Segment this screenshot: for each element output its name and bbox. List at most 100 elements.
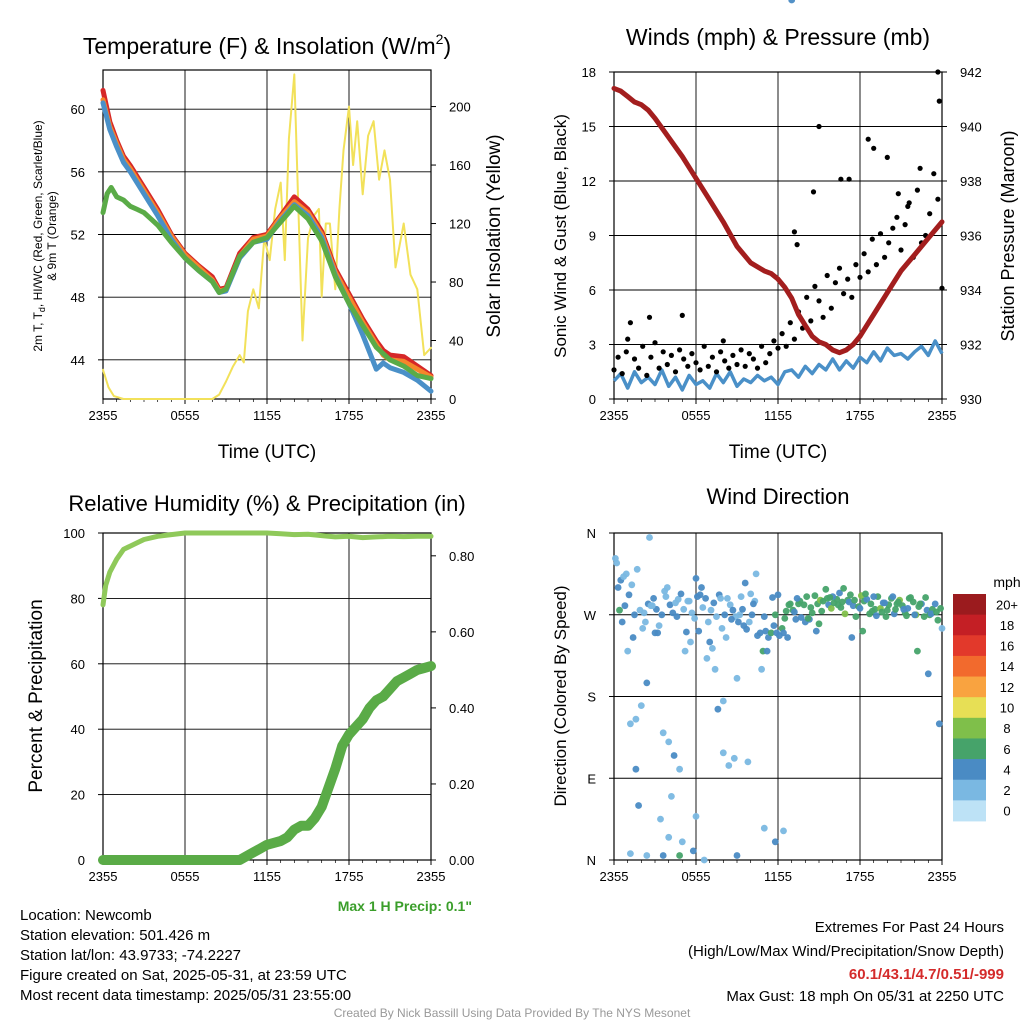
wind-direction-point [627,850,634,857]
precip-y-tick-label: 0.60 [449,625,474,640]
gust-point [882,254,888,260]
credit-text: Created By Nick Bassill Using Data Provi… [333,1006,691,1020]
wind-direction-point [640,609,648,617]
wind-direction-point [650,595,657,602]
wind-direction-point [791,608,798,616]
colorbar-label: 20+ [996,597,1018,612]
wind-direction-point [643,679,651,687]
pressure-y-tick-label: 938 [960,174,982,189]
wind-direction-y-tick-label: N [587,526,596,541]
wind-direction-point [752,570,760,578]
winds-x-tick-label: 0555 [682,408,711,423]
humidity-y-tick-label: 100 [63,526,85,541]
gust-point [841,291,847,297]
wind-direction-point [692,575,700,582]
wind-direction-point [780,827,787,835]
wind-direction-point [847,591,854,599]
wind-direction-point [785,601,793,609]
wind-direction-point [878,608,886,616]
gust-point [884,154,890,160]
temperature-series-line [100,185,434,382]
wind-direction-point [845,598,853,606]
wind-direction-point [911,611,919,619]
wind-direction-point [728,615,735,623]
wind-direction-point [784,634,791,641]
gust-point [812,283,818,289]
humidity-y-label: Percent & Precipitation [26,599,47,792]
wind-direction-point [670,752,678,759]
colorbar-swatch [953,655,986,677]
wind-direction-panel-title: Wind Direction [706,484,849,509]
humidity-x-tick-label: 0555 [171,869,200,884]
precip-note: Max 1 H Precip: 0.1" [338,898,472,914]
precip-y-tick-label: 0.00 [449,853,474,868]
extremes-values: 60.1/43.1/4.7/0.51/-999 [848,966,1004,983]
wind-direction-point [859,627,867,635]
temperature-y-tick-label: 56 [71,165,85,180]
wind-direction-point [762,627,770,635]
gust-point [681,356,687,362]
temperature-y-label-left-2: & 9m T (Orange) [45,191,59,281]
wind-direction-point [711,665,719,673]
gust-point [697,367,703,373]
wind-direction-point [680,605,688,613]
pressure-y-tick-label: 934 [960,283,982,298]
wind-direction-panel: Wind Direction Direction (Colored By Spe… [551,0,1021,884]
wind-direction-point [883,606,891,614]
gust-point [894,214,900,220]
gust-point [890,225,896,231]
wind-direction-x-tick-label: 1755 [846,869,875,884]
wind-direction-point [651,629,659,637]
gust-point [759,343,765,349]
wind-direction-point [807,604,815,611]
wind-direction-point [870,593,878,600]
gust-point [931,171,937,177]
pressure-y-tick-label: 932 [960,338,982,353]
gust-point [625,336,631,342]
wind-direction-point [733,852,741,859]
wind-direction-point [815,620,823,628]
gust-point [627,320,634,326]
wind-direction-point [808,609,816,617]
gust-point [701,343,707,349]
wind-direction-point [741,579,749,587]
gust-point [857,274,863,280]
gust-point [791,229,798,235]
wind-direction-point [659,729,667,737]
wind-direction-point [724,595,731,602]
insolation-y-tick-label: 0 [449,392,456,407]
sonic-wind-line [612,339,944,392]
wind-direction-point [614,584,622,591]
colorbar-swatch [953,717,986,739]
precip-y-tick-label: 0.20 [449,777,474,792]
wind-direction-point [750,600,757,608]
wind-direction-point [771,611,779,619]
gust-point [709,354,716,360]
wind-direction-point [702,595,709,602]
gust-point [794,242,800,248]
wind-direction-point [760,613,768,620]
temperature-y-tick-label: 48 [71,290,85,305]
temperature-x-tick-label: 1755 [335,408,364,423]
gust-point [750,356,757,362]
humidity-y-tick-label: 20 [71,788,85,803]
gust-point [656,365,662,371]
wind-direction-point [688,609,696,617]
winds-y-tick-label: 18 [582,65,596,80]
winds-y-tick-label: 3 [589,338,596,353]
wind-direction-point [782,607,790,615]
gust-point [846,176,852,182]
wind-direction-point [681,647,689,655]
wind-direction-y-label: Direction (Colored By Speed) [551,585,570,806]
wind-direction-point [683,628,690,636]
winds-y-tick-label: 12 [582,174,596,189]
humidity-panel-title: Relative Humidity (%) & Precipitation (i… [68,491,465,516]
gust-point [693,360,699,366]
wind-direction-point [699,604,707,611]
wind-direction-point [643,852,651,859]
gust-point [660,349,666,355]
gust-point [718,349,724,355]
precip-y-tick-label: 0.40 [449,701,474,716]
wind-direction-point [745,618,753,626]
wind-direction-point [848,634,856,641]
